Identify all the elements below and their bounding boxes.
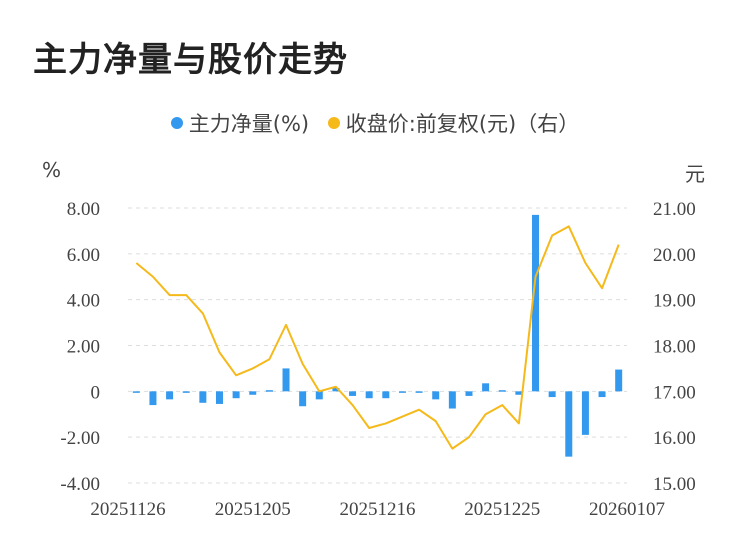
bar — [482, 383, 490, 392]
right-axis-unit: 元 — [685, 162, 705, 186]
legend-dot-icon — [170, 117, 183, 129]
left-axis-unit: % — [42, 158, 62, 182]
y-right-tick-label: 16.00 — [653, 428, 696, 449]
chart-title: 主力净量与股价走势 — [33, 40, 348, 80]
bar — [265, 390, 273, 392]
price-line — [135, 225, 620, 450]
bar — [332, 387, 340, 392]
legend[interactable]: 主力净量(%) 收盘价:前复权(元)（右） — [0, 108, 750, 138]
bar — [382, 391, 390, 399]
legend-label-close-price: 收盘价:前复权(元)（右） — [345, 112, 580, 136]
x-tick-label: 20251225 — [464, 499, 540, 520]
y-left-tick-label: 4.00 — [67, 291, 100, 312]
bar — [182, 391, 190, 393]
bar — [365, 391, 373, 399]
bar — [215, 391, 223, 404]
bar — [232, 391, 240, 399]
y-left-tick-label: 8.00 — [67, 199, 100, 220]
x-tick-label: 20251205 — [215, 499, 291, 520]
bar — [299, 391, 307, 407]
y-right-tick-label: 15.00 — [653, 474, 696, 495]
bar — [199, 391, 207, 403]
y-left-tick-label: -2.00 — [60, 428, 100, 449]
bar — [615, 369, 623, 392]
legend-item-close-price[interactable]: 收盘价:前复权(元)（右） — [327, 108, 580, 138]
bar — [548, 391, 556, 398]
legend-item-net-volume[interactable]: 主力净量(%) — [170, 108, 310, 138]
legend-label-net-volume: 主力净量(%) — [188, 112, 310, 136]
bar — [398, 391, 406, 393]
bar — [515, 391, 523, 395]
y-left-tick-label: 0 — [91, 382, 101, 403]
bar — [498, 390, 506, 392]
y-left-tick-label: 2.00 — [67, 337, 100, 358]
y-right-tick-label: 21.00 — [653, 199, 696, 220]
x-tick-label: 20251216 — [340, 499, 416, 520]
bar — [149, 391, 157, 406]
bar — [315, 391, 323, 400]
bar — [249, 391, 257, 395]
y-right-tick-label: 20.00 — [653, 245, 696, 266]
x-tick-label: 20260107 — [589, 499, 665, 520]
bar — [565, 391, 573, 457]
bar — [166, 391, 174, 400]
bar — [282, 368, 290, 392]
bar — [132, 391, 140, 393]
bar — [448, 391, 456, 409]
y-left-tick-label: -4.00 — [60, 474, 100, 495]
y-left-tick-label: 6.00 — [67, 245, 100, 266]
legend-dot-icon — [327, 117, 340, 129]
y-right-tick-label: 17.00 — [653, 382, 696, 403]
x-tick-label: 20251126 — [90, 499, 165, 520]
bar — [432, 391, 440, 400]
bar — [581, 391, 589, 435]
bar — [465, 391, 473, 396]
y-right-tick-label: 18.00 — [653, 337, 696, 358]
bar — [598, 391, 606, 398]
bar — [415, 391, 423, 393]
bar — [349, 391, 357, 396]
y-right-tick-label: 19.00 — [653, 291, 696, 312]
bar — [532, 214, 540, 392]
